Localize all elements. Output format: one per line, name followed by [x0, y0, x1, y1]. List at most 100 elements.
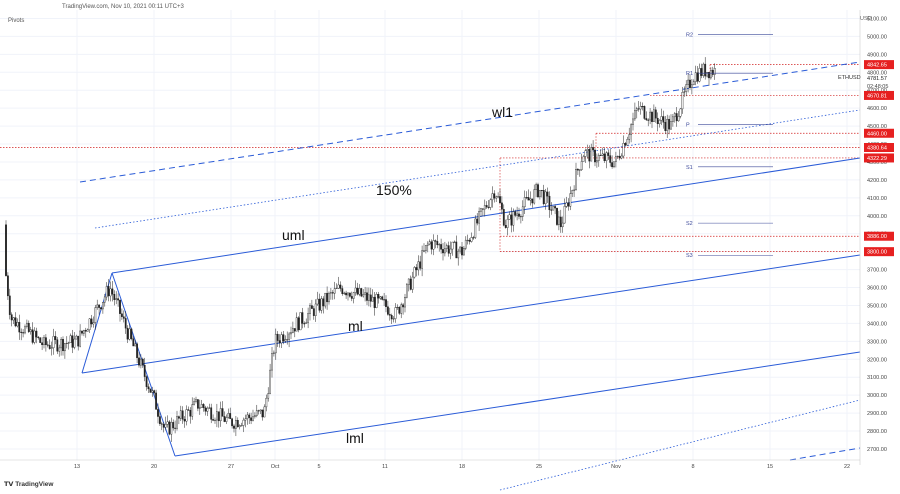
y-tick-label: 2800.00 — [867, 429, 887, 435]
candle-body — [426, 243, 429, 246]
candle-body — [196, 399, 199, 409]
y-tick-label: 4600.00 — [867, 106, 887, 112]
candle-body — [653, 109, 655, 122]
tradingview-logo[interactable]: 𝗧𝗩 TradingView — [4, 480, 53, 488]
candle-body — [531, 198, 534, 204]
candle-body — [136, 343, 138, 359]
candle-body — [56, 339, 59, 352]
candle-body — [43, 337, 45, 346]
x-tick-label: 25 — [536, 464, 542, 470]
candle-body — [168, 421, 171, 435]
candle-body — [177, 416, 180, 419]
candle-body — [476, 218, 479, 224]
candle-body — [508, 214, 511, 220]
indicator-name: Pivots — [8, 18, 25, 24]
currency-text: USD — [860, 16, 872, 22]
candle-body — [82, 330, 85, 334]
candle-body — [438, 244, 441, 246]
price-tag — [864, 231, 894, 241]
candle-body — [618, 155, 621, 159]
candle-body — [52, 336, 55, 349]
y-tick-label: 3000.00 — [867, 393, 887, 399]
candle-body — [170, 422, 173, 435]
candle-body — [286, 339, 289, 341]
candle-body — [206, 407, 209, 412]
candle-body — [111, 288, 114, 295]
candle-body — [641, 106, 644, 108]
candle-body — [514, 211, 517, 216]
candle-body — [273, 352, 275, 354]
candle-body — [694, 72, 697, 82]
candle-body — [394, 307, 397, 319]
candle-body — [94, 307, 97, 323]
candle-body — [202, 404, 205, 408]
price-tag-text: 4670.81 — [867, 93, 887, 99]
y-tick-label: 4000.00 — [867, 214, 887, 220]
time-axis[interactable]: 13 20 27 Oct 5 11 18 25 Nov 8 15 22 — [0, 459, 860, 470]
pivot-label: P — [686, 123, 690, 129]
candle-body — [658, 119, 661, 125]
candle-body — [478, 211, 480, 224]
candle-body — [588, 148, 591, 162]
candle-body — [259, 409, 262, 412]
candle-body — [499, 196, 501, 204]
candle-body — [396, 306, 399, 308]
candle-body — [704, 63, 707, 77]
candle-body — [502, 209, 505, 226]
candle-body — [603, 153, 606, 161]
candle-body — [282, 334, 285, 342]
candle-body — [54, 336, 57, 340]
candle-body — [309, 305, 311, 314]
candle-body — [491, 193, 494, 201]
candle-body — [421, 250, 423, 269]
candle-body — [101, 302, 104, 310]
candle-body — [698, 68, 701, 82]
candle-body — [706, 72, 709, 77]
tv-logo-icon: 𝗧𝗩 — [4, 481, 16, 488]
candle-body — [120, 313, 123, 317]
candle-body — [544, 191, 547, 205]
candle-body — [628, 134, 631, 140]
candle-body — [335, 287, 338, 289]
candle-body — [474, 218, 477, 238]
candle-body — [501, 202, 503, 210]
candle-body — [470, 237, 473, 242]
candle-body — [352, 292, 355, 299]
x-tick-label: Oct — [271, 464, 280, 470]
candle-body — [455, 241, 458, 259]
candle-body — [288, 333, 290, 340]
y-tick-label: 3400.00 — [867, 321, 887, 327]
candle-body — [22, 332, 24, 334]
candle-body — [632, 118, 634, 125]
candle-body — [151, 390, 154, 393]
candle-body — [480, 208, 482, 212]
candle-body — [668, 118, 671, 130]
candle-body — [432, 240, 435, 250]
candle-body — [482, 208, 484, 210]
candle-body — [710, 69, 712, 79]
candle-body — [622, 143, 625, 157]
candle-body — [535, 184, 538, 190]
candle-body — [345, 292, 347, 296]
candle-body — [615, 156, 617, 162]
candle-body — [546, 191, 549, 197]
candle-body — [567, 202, 570, 207]
candle-body — [472, 237, 475, 239]
candle-body — [599, 154, 602, 156]
candle-body — [147, 386, 150, 390]
candle-body — [295, 317, 298, 332]
candle-body — [242, 419, 245, 426]
candle-body — [210, 407, 213, 420]
candle-body — [166, 421, 169, 425]
candle-body — [596, 160, 598, 163]
pivot-label: S1 — [686, 165, 693, 171]
candle-body — [681, 92, 684, 110]
candle-body — [117, 298, 120, 301]
price-tag — [864, 128, 894, 138]
candle-body — [415, 267, 418, 271]
candle-body — [689, 79, 691, 88]
candle-body — [350, 296, 353, 299]
y-tick-label: 4100.00 — [867, 196, 887, 202]
candle-body — [634, 110, 636, 120]
